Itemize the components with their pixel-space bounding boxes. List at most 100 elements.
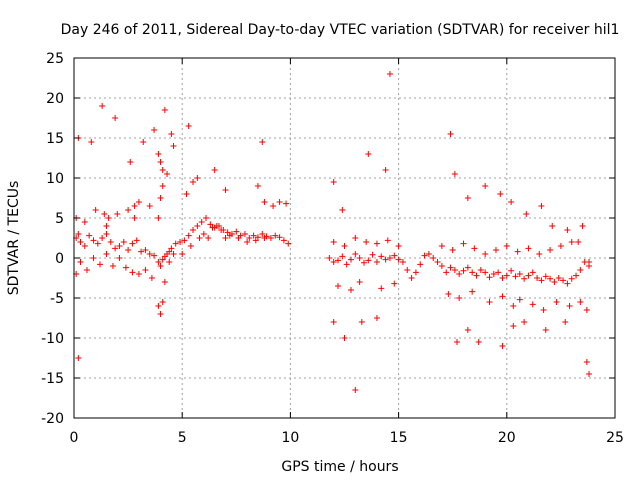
data-point (200, 231, 207, 237)
data-point (525, 245, 532, 252)
data-point (114, 211, 121, 217)
data-point (447, 131, 454, 137)
data-point (81, 219, 88, 225)
data-point (529, 269, 536, 276)
data-point (335, 257, 342, 264)
data-point (408, 275, 415, 281)
data-point (510, 303, 517, 309)
data-point (391, 252, 398, 259)
data-point (508, 267, 515, 274)
data-point (369, 251, 376, 258)
data-point (129, 269, 136, 276)
data-point (564, 227, 571, 233)
data-point (352, 251, 359, 257)
data-point (283, 200, 290, 207)
data-point (75, 355, 82, 361)
data-point (445, 291, 452, 297)
data-point (486, 299, 493, 305)
data-point (386, 71, 393, 77)
data-point (168, 245, 175, 252)
data-point (213, 223, 220, 229)
data-point (538, 277, 545, 284)
data-point (125, 247, 132, 253)
data-point (205, 235, 212, 241)
data-point (267, 235, 274, 241)
data-point (395, 243, 402, 249)
data-point (330, 319, 337, 325)
data-point (330, 259, 337, 265)
data-point (155, 151, 162, 157)
data-point (94, 240, 101, 247)
data-point (187, 243, 194, 249)
data-point (365, 151, 372, 157)
data-point (499, 343, 506, 349)
data-point (250, 232, 257, 239)
data-point (395, 256, 402, 263)
data-point (99, 235, 106, 241)
data-point (347, 287, 354, 293)
data-point (168, 131, 175, 137)
data-point (146, 203, 153, 209)
data-point (112, 245, 119, 252)
grid (74, 58, 615, 418)
y-tick-label: 5 (55, 211, 64, 227)
data-point (276, 199, 283, 205)
data-point (575, 239, 582, 245)
data-point (196, 235, 203, 241)
data-point (363, 239, 370, 245)
data-point (129, 240, 136, 247)
data-point (127, 159, 134, 165)
data-point (451, 171, 458, 177)
data-point (179, 251, 186, 257)
data-point (358, 319, 365, 325)
data-point (490, 271, 497, 277)
data-point (339, 207, 346, 213)
data-point (183, 191, 190, 197)
data-point (341, 335, 348, 341)
data-point (88, 139, 95, 145)
data-point (125, 207, 132, 213)
data-point (198, 219, 205, 225)
data-point (159, 256, 166, 263)
data-point (568, 275, 575, 282)
data-point (482, 269, 489, 276)
data-point (384, 237, 391, 244)
y-tick-label: -20 (41, 411, 64, 427)
data-point (107, 239, 114, 245)
data-point (96, 261, 103, 268)
plot-frame (73, 57, 616, 419)
data-point (122, 264, 129, 271)
data-point (547, 247, 554, 253)
data-point (499, 293, 506, 300)
data-point (547, 275, 554, 282)
data-point (534, 275, 541, 281)
data-point (159, 183, 166, 189)
data-point (339, 253, 346, 260)
data-point (417, 261, 424, 268)
data-point (77, 259, 84, 265)
data-point (555, 275, 562, 281)
data-point (538, 203, 545, 209)
data-point (438, 263, 445, 269)
data-point (365, 257, 372, 264)
data-point (551, 279, 558, 285)
data-point (254, 183, 261, 189)
data-point (360, 259, 367, 266)
data-point (209, 224, 216, 231)
data-point (148, 275, 155, 281)
data-point (164, 171, 171, 177)
y-tick-label: 20 (46, 91, 64, 107)
data-point (356, 255, 363, 261)
data-point (378, 285, 385, 292)
data-point (586, 259, 593, 265)
data-point (142, 247, 149, 253)
data-point (159, 299, 166, 305)
data-point (482, 251, 489, 257)
data-point (99, 103, 106, 109)
data-point (244, 239, 251, 245)
data-point (521, 319, 528, 325)
data-point (92, 207, 99, 213)
data-point (77, 239, 84, 245)
data-point (523, 211, 530, 217)
